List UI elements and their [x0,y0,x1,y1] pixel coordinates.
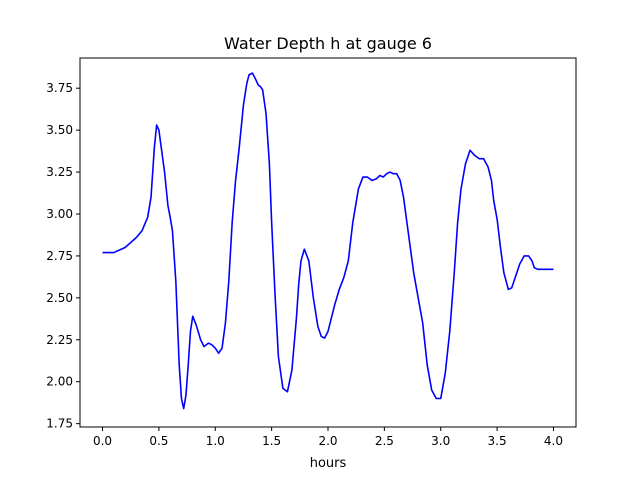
x-tick-label: 0.5 [149,434,168,448]
x-axis: 0.0 0.5 1.0 1.5 2.0 2.5 3.0 3.5 4.0 [93,427,563,448]
y-tick-label: 3.25 [46,165,73,179]
x-axis-label: hours [310,456,347,471]
x-tick-label: 1.5 [262,434,281,448]
x-tick-label: 1.0 [206,434,225,448]
x-tick-label: 3.5 [488,434,507,448]
x-tick-label: 3.0 [431,434,450,448]
y-tick-label: 2.00 [46,375,73,389]
y-tick-label: 3.00 [46,207,73,221]
series-line-0 [102,72,554,410]
x-tick-label: 2.0 [318,434,337,448]
chart-title: Water Depth h at gauge 6 [224,34,432,53]
y-axis: 1.75 2.00 2.25 2.50 2.75 3.00 3.25 3.50 3.75 [46,81,80,431]
y-tick-label: 3.75 [46,81,73,95]
x-tick-label: 0.0 [93,434,112,448]
plot-frame [79,57,577,428]
x-tick-label: 2.5 [375,434,394,448]
y-tick-label: 2.50 [46,291,73,305]
y-tick-label: 3.50 [46,123,73,137]
plot-area [102,72,554,410]
y-tick-label: 2.25 [46,333,73,347]
y-tick-label: 2.75 [46,249,73,263]
x-tick-label: 4.0 [544,434,563,448]
y-tick-label: 1.75 [46,417,73,431]
